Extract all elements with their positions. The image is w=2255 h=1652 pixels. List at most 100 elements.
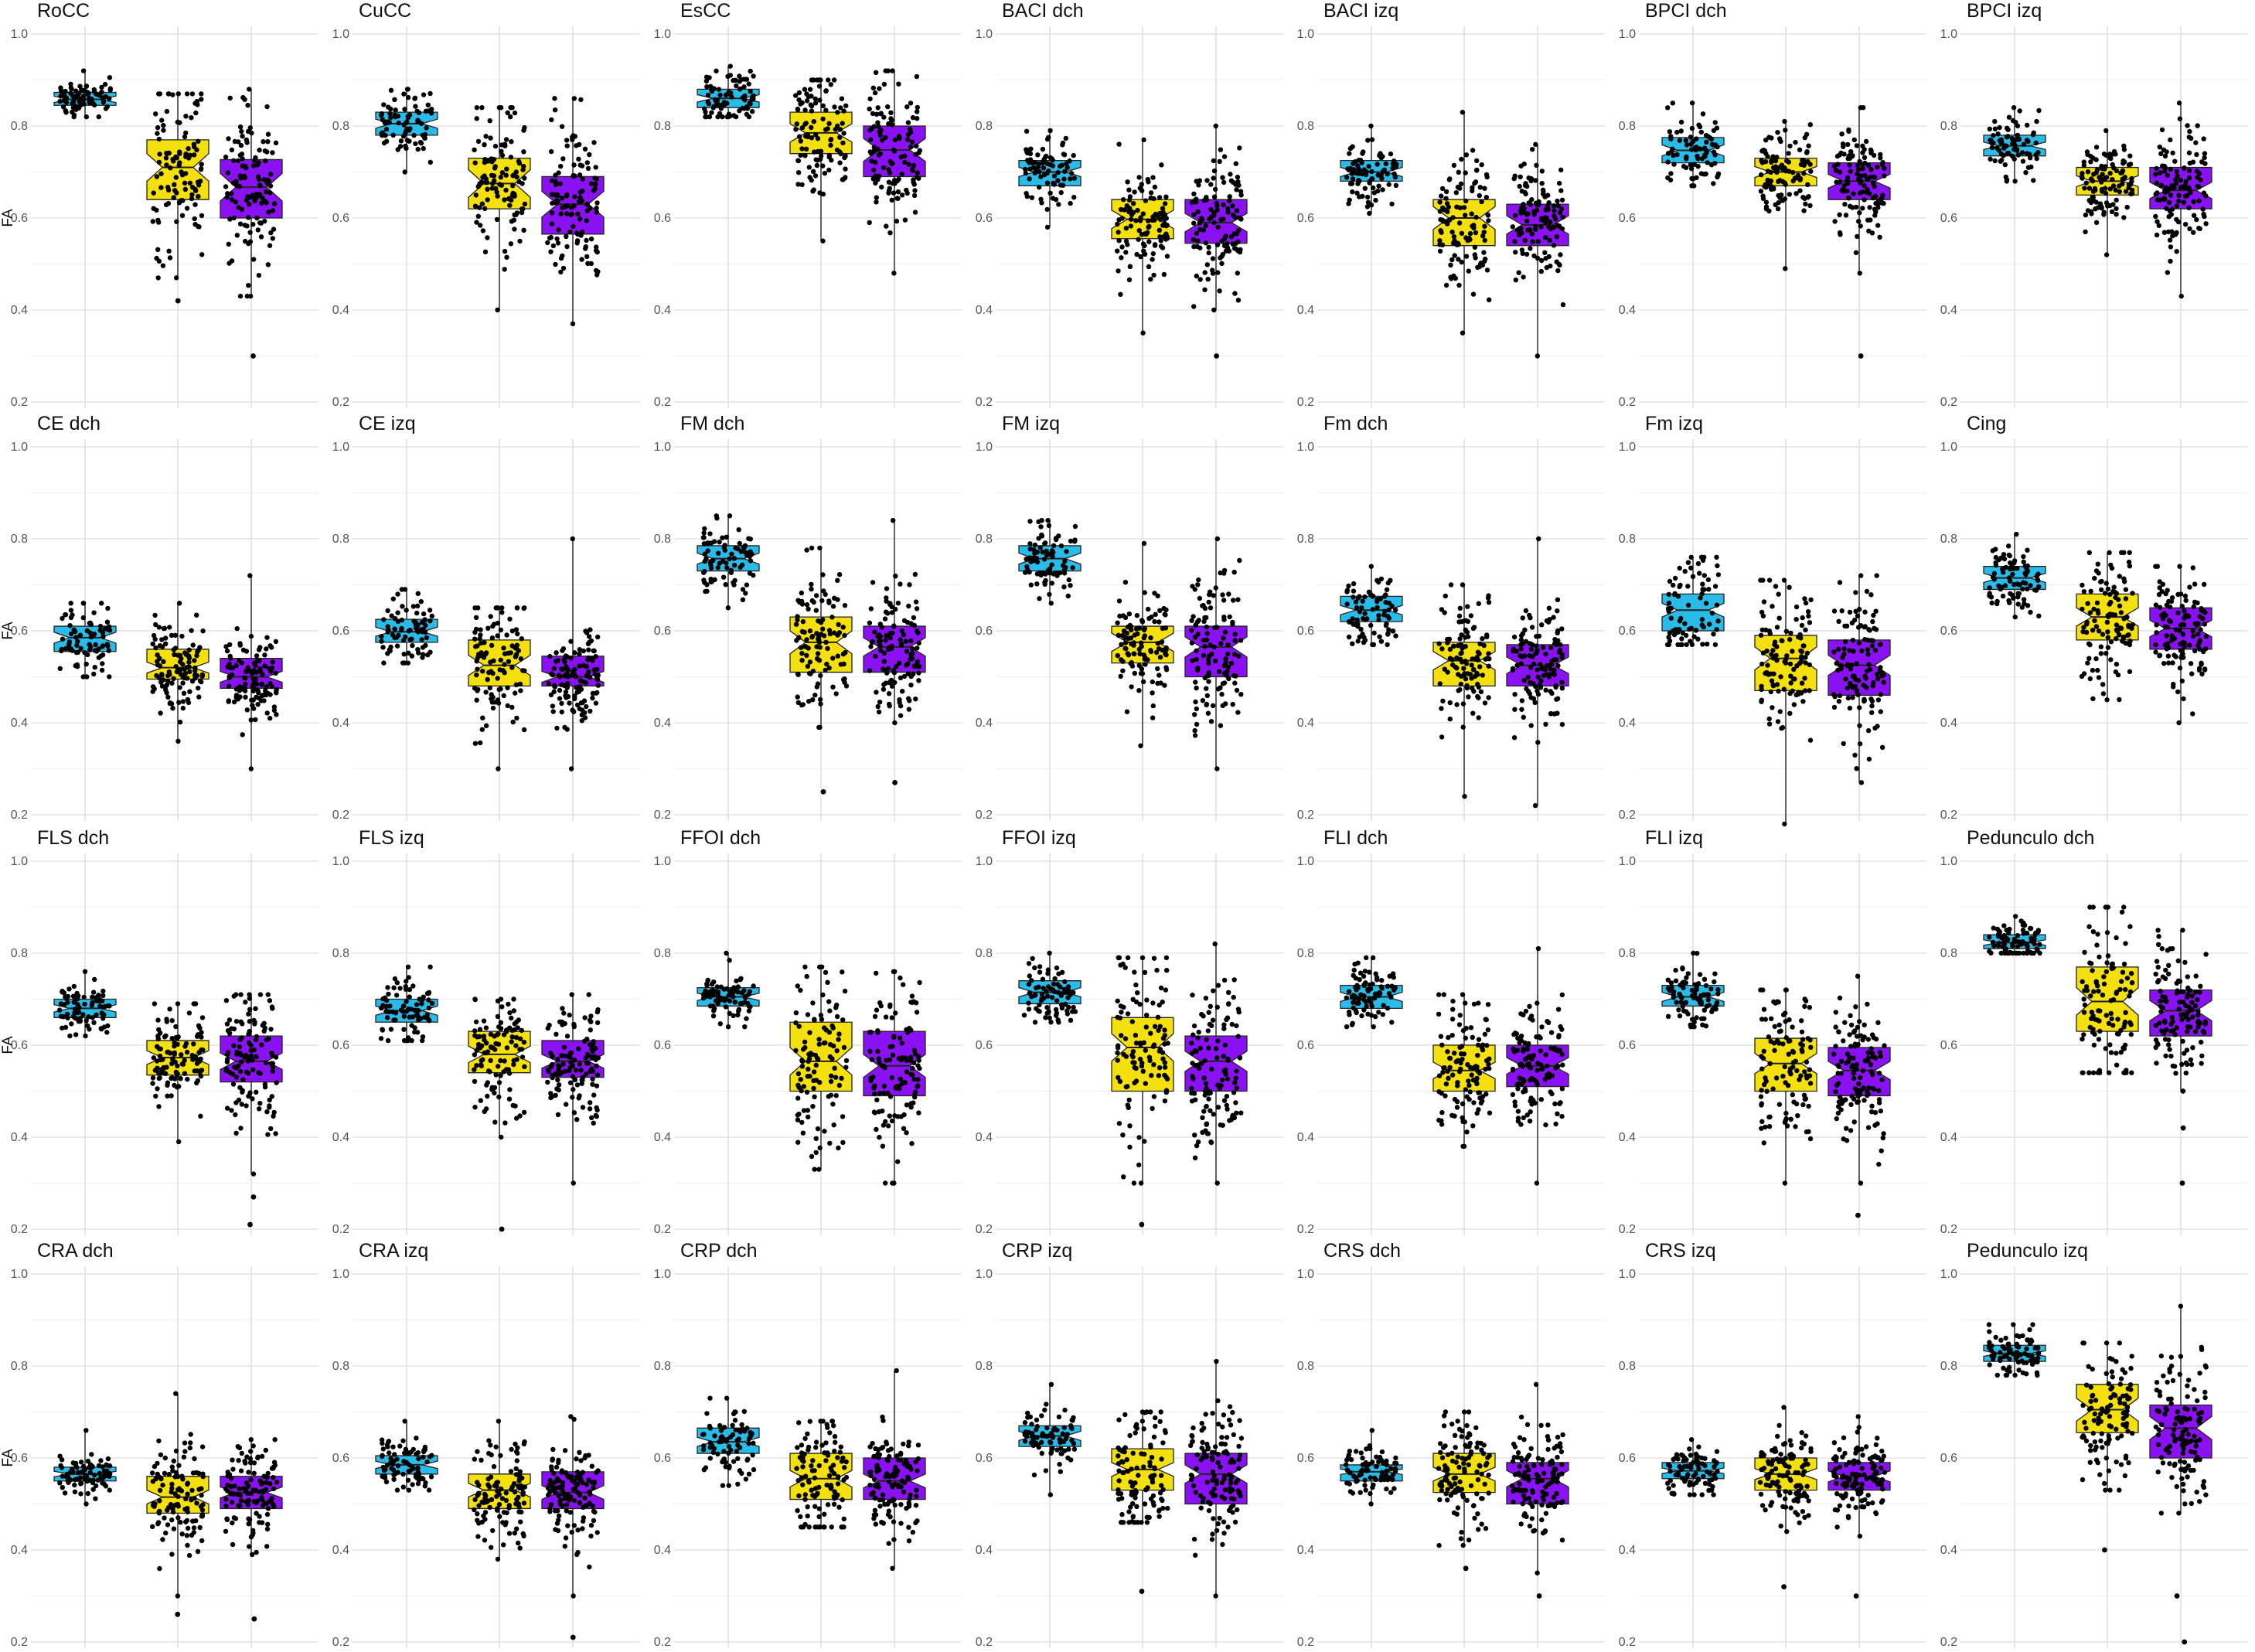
data-point — [1211, 158, 1217, 164]
data-point — [1853, 250, 1859, 255]
data-point — [177, 685, 182, 690]
data-point — [1521, 653, 1528, 659]
data-point — [1994, 145, 2000, 151]
data-point — [264, 635, 270, 640]
data-point — [1206, 244, 1211, 250]
data-point — [381, 102, 387, 107]
data-point — [68, 615, 74, 620]
data-point — [1212, 186, 1218, 192]
data-point — [473, 615, 479, 620]
data-point — [707, 114, 713, 120]
data-point — [1071, 195, 1077, 200]
data-point — [243, 669, 249, 674]
data-point — [804, 547, 809, 553]
data-point — [1667, 638, 1673, 644]
data-point — [1522, 189, 1528, 196]
data-point — [1807, 162, 1813, 167]
data-point — [716, 87, 722, 92]
data-point — [1049, 581, 1054, 586]
data-point — [153, 622, 158, 628]
data-point — [916, 678, 921, 683]
data-point — [1715, 563, 1720, 568]
data-point — [1051, 550, 1056, 555]
data-point — [1044, 136, 1051, 142]
data-point — [1858, 573, 1864, 578]
data-point — [2006, 150, 2011, 156]
data-point — [908, 126, 913, 132]
data-point — [1457, 636, 1463, 642]
data-point — [235, 158, 241, 164]
data-point — [1380, 169, 1386, 174]
data-point — [896, 81, 901, 87]
data-point — [478, 223, 483, 228]
data-point — [1220, 703, 1225, 708]
data-point — [1053, 536, 1059, 543]
data-point — [1543, 651, 1548, 657]
outlier-point — [820, 789, 826, 795]
data-point — [868, 644, 874, 649]
data-point — [1072, 537, 1078, 543]
data-point — [173, 664, 179, 669]
data-point — [255, 702, 261, 707]
data-point — [902, 217, 908, 223]
data-point — [2121, 215, 2127, 220]
boxplot-panel: 0.2 0.4 0.6 0.8 1.0 FA FLS dch — [0, 827, 322, 1239]
data-point — [741, 84, 747, 90]
y-tick-label: 0.2 — [1940, 809, 1957, 822]
data-point — [2167, 237, 2173, 243]
data-point — [593, 267, 599, 274]
data-point — [832, 630, 837, 635]
y-tick-label: 0.2 — [654, 396, 671, 409]
data-point — [479, 201, 485, 206]
data-point — [1204, 178, 1210, 183]
data-point — [1232, 632, 1238, 637]
data-point — [1871, 612, 1876, 618]
data-point — [2108, 599, 2114, 605]
data-point — [502, 662, 507, 667]
data-point — [740, 597, 746, 602]
data-point — [731, 580, 736, 585]
data-point — [504, 632, 509, 638]
data-point — [2032, 588, 2038, 593]
data-point — [1194, 244, 1200, 249]
data-point — [160, 263, 166, 268]
data-point — [875, 146, 881, 152]
data-point — [1538, 216, 1545, 221]
data-point — [1858, 623, 1864, 628]
data-point — [429, 613, 434, 619]
data-point — [1037, 570, 1043, 576]
data-point — [1027, 157, 1034, 162]
data-point — [1220, 251, 1226, 257]
data-point — [559, 682, 564, 687]
data-point — [184, 206, 190, 211]
data-point — [794, 638, 799, 643]
data-point — [1678, 128, 1684, 134]
data-point — [1556, 180, 1562, 186]
data-point — [2153, 172, 2158, 177]
data-point — [802, 153, 808, 158]
data-point — [1237, 249, 1243, 255]
data-point — [1349, 171, 1355, 176]
data-point — [1034, 581, 1040, 587]
data-point — [1158, 238, 1163, 244]
data-point — [1146, 615, 1152, 622]
data-point — [1763, 670, 1768, 676]
data-point — [1360, 598, 1365, 604]
data-point — [173, 154, 179, 160]
data-point — [1548, 645, 1554, 651]
data-point — [1556, 261, 1562, 267]
data-point — [92, 976, 97, 983]
data-point — [1150, 257, 1155, 262]
data-point — [2015, 601, 2021, 607]
data-point — [890, 630, 895, 636]
data-point — [510, 719, 516, 725]
data-point — [67, 1033, 73, 1039]
data-point — [577, 651, 582, 657]
data-point — [250, 706, 257, 711]
data-point — [175, 738, 181, 744]
data-point — [579, 718, 584, 724]
data-point — [800, 618, 806, 625]
data-point — [1699, 617, 1705, 622]
data-point — [888, 116, 894, 121]
data-point — [820, 238, 826, 244]
